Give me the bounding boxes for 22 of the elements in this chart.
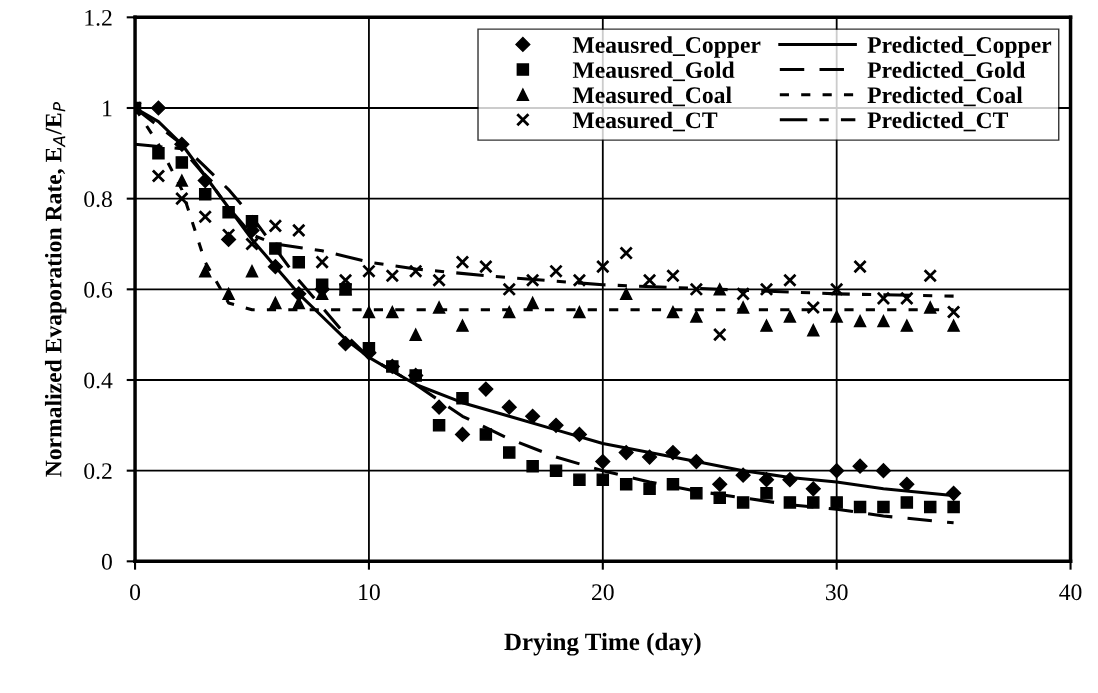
y-tick-label: 1.2 bbox=[85, 9, 112, 26]
y-tick-label: 0.8 bbox=[84, 191, 112, 208]
y-tick-label: 0.6 bbox=[84, 281, 113, 298]
legend-label: Predicted_Coal bbox=[867, 86, 1023, 107]
legend-label: Measured_CT bbox=[572, 111, 718, 132]
legend-label: Predicted_Copper bbox=[867, 36, 1052, 58]
x-tick-label: 30 bbox=[826, 584, 848, 601]
x-tick-label: 10 bbox=[359, 584, 380, 601]
x-tick-label: 0 bbox=[130, 584, 141, 601]
y-tick-label: 0 bbox=[101, 553, 112, 570]
x-tick-label: 40 bbox=[1059, 584, 1082, 601]
x-axis-title: Drying Time (day) bbox=[504, 632, 701, 656]
legend-label: Meausred_Gold bbox=[572, 61, 735, 82]
legend-label: Predicted_Gold bbox=[867, 61, 1026, 82]
y-tick-label: 1 bbox=[103, 100, 112, 117]
y-axis-title: Normalized Evaporation Rate, E$_{A}$/E$_{P}$ bbox=[44, 102, 67, 477]
legend-label: Meausred_Copper bbox=[572, 36, 761, 58]
y-tick-label: 0.4 bbox=[84, 372, 113, 389]
legend-label: Measured_Coal bbox=[572, 86, 732, 107]
legend-label: Predicted_CT bbox=[867, 111, 1009, 132]
x-tick-label: 20 bbox=[592, 584, 614, 601]
y-tick-label: 0.2 bbox=[84, 463, 112, 480]
